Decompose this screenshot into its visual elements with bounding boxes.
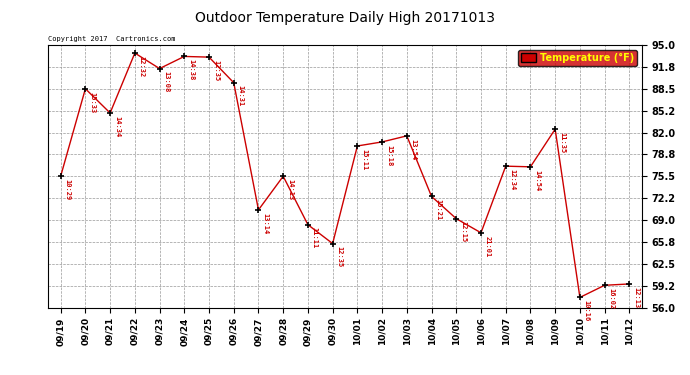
Text: 12:13: 12:13 xyxy=(633,287,639,308)
Text: 15:11: 15:11 xyxy=(362,149,367,170)
Text: 13:54: 13:54 xyxy=(411,139,417,160)
Text: 15:33: 15:33 xyxy=(89,92,95,113)
Text: 13:14: 13:14 xyxy=(262,213,268,234)
Text: 13:08: 13:08 xyxy=(164,71,170,93)
Text: 10:16: 10:16 xyxy=(584,300,590,321)
Text: Outdoor Temperature Daily High 20171013: Outdoor Temperature Daily High 20171013 xyxy=(195,11,495,25)
Text: 15:21: 15:21 xyxy=(435,199,442,220)
Legend: Temperature (°F): Temperature (°F) xyxy=(518,50,637,66)
Text: 14:34: 14:34 xyxy=(114,116,120,137)
Text: 11:11: 11:11 xyxy=(312,228,318,249)
Text: 11:35: 11:35 xyxy=(559,132,565,153)
Text: Copyright 2017  Cartronics.com: Copyright 2017 Cartronics.com xyxy=(48,36,176,42)
Text: 14:38: 14:38 xyxy=(188,59,194,81)
Text: 12:15: 12:15 xyxy=(460,221,466,243)
Text: 14:31: 14:31 xyxy=(237,86,244,107)
Text: 12:35: 12:35 xyxy=(213,60,219,81)
Text: 15:18: 15:18 xyxy=(386,145,392,166)
Text: 14:54: 14:54 xyxy=(534,170,540,191)
Text: 16:02: 16:02 xyxy=(609,288,615,309)
Text: 21:01: 21:01 xyxy=(485,236,491,257)
Text: 10:29: 10:29 xyxy=(65,179,70,200)
Text: 12:34: 12:34 xyxy=(510,169,515,190)
Text: 12:32: 12:32 xyxy=(139,56,145,77)
Text: 12:35: 12:35 xyxy=(337,246,342,268)
Text: 14:13: 14:13 xyxy=(287,179,293,200)
